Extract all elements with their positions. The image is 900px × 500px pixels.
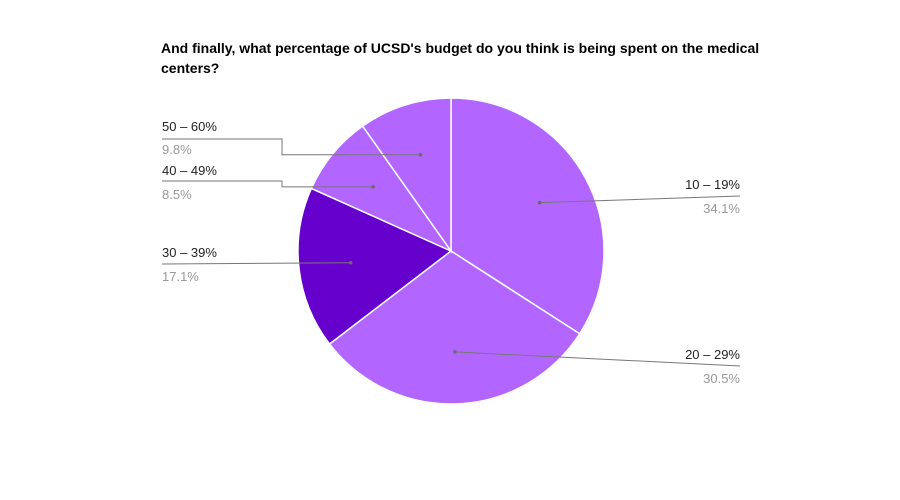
leader-line [162, 138, 421, 156]
leader-line [455, 351, 741, 367]
slice-percent-label: 9.8% [162, 142, 192, 157]
pie-slice [361, 97, 452, 254]
leader-lines [161, 138, 741, 367]
pie-slices [297, 97, 605, 405]
pie-slice [297, 187, 453, 346]
leader-line [539, 195, 741, 204]
leader-dot [418, 152, 423, 157]
slice-category-label: 30 – 39% [162, 245, 217, 260]
slice-category-label: 10 – 19% [685, 177, 740, 192]
slice-percent-label: 8.5% [162, 187, 192, 202]
pie-slice [328, 250, 581, 405]
slice-percent-label: 17.1% [162, 269, 199, 284]
slice-percent-label: 34.1% [703, 201, 740, 216]
slice-category-label: 40 – 49% [162, 163, 217, 178]
leader-dot [371, 185, 375, 189]
slice-category-label: 50 – 60% [162, 119, 217, 134]
leader-line [161, 262, 351, 265]
chart-title: And finally, what percentage of UCSD's b… [161, 40, 760, 76]
slice-labels: 10 – 19% 34.1% 20 – 29% 30.5% 30 – 39% 17.1% 4… [162, 119, 740, 386]
slice-category-label: 20 – 29% [685, 347, 740, 362]
leader-line [162, 180, 373, 188]
slice-percent-label: 30.5% [703, 371, 740, 386]
